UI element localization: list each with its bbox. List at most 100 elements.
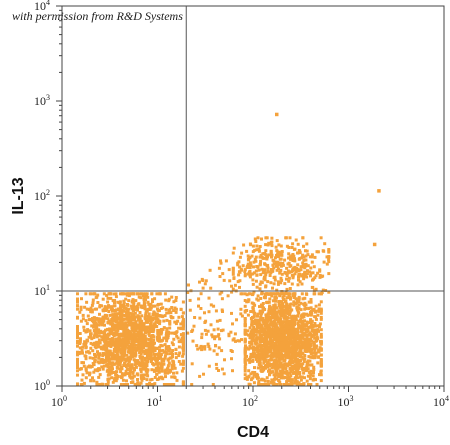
event-point [285, 370, 289, 373]
event-point [135, 304, 139, 308]
event-point [313, 322, 317, 325]
event-point [243, 292, 247, 296]
event-point [270, 362, 274, 366]
event-point [289, 302, 293, 306]
event-point [304, 258, 308, 262]
event-point [247, 374, 251, 378]
event-point [110, 353, 114, 357]
event-point [271, 331, 275, 335]
event-point [280, 250, 284, 254]
event-point [76, 344, 79, 348]
event-point [252, 314, 256, 318]
event-point [97, 334, 101, 338]
event-point [289, 323, 293, 327]
event-point [154, 359, 158, 363]
event-point [291, 276, 295, 280]
event-point [259, 368, 263, 372]
event-point [281, 263, 285, 267]
event-point [212, 304, 216, 308]
event-point [243, 361, 247, 364]
event-point [144, 366, 148, 370]
event-point [262, 327, 266, 331]
event-point [256, 298, 260, 302]
event-point [281, 349, 285, 353]
event-point [244, 362, 248, 366]
event-point [130, 292, 134, 296]
event-point [126, 317, 130, 320]
event-point [275, 339, 279, 343]
event-point [318, 273, 322, 277]
event-point [265, 336, 269, 340]
event-point [317, 355, 320, 359]
event-point [243, 274, 247, 278]
event-point [271, 339, 275, 343]
event-point [260, 343, 263, 347]
event-point [264, 358, 268, 362]
event-point [286, 309, 290, 313]
event-point [115, 319, 119, 323]
y-tick-label: 102 [34, 188, 50, 203]
event-point [112, 349, 116, 353]
event-point [133, 311, 137, 315]
event-point [231, 369, 234, 373]
event-point [312, 347, 316, 351]
event-point [295, 371, 299, 375]
event-point [165, 368, 169, 372]
event-point [284, 338, 288, 342]
event-point [269, 356, 273, 360]
event-point [239, 267, 243, 271]
event-point [99, 329, 103, 333]
event-point [248, 360, 252, 364]
event-point [82, 342, 86, 346]
event-point [144, 348, 148, 352]
event-point [117, 358, 121, 362]
event-point [264, 366, 268, 370]
event-point [107, 321, 111, 325]
event-point [231, 287, 235, 291]
event-point [105, 350, 109, 354]
event-point [127, 323, 131, 327]
event-point [177, 315, 181, 319]
event-point [270, 255, 273, 259]
event-point [243, 369, 247, 373]
event-point [164, 375, 167, 379]
event-point [122, 309, 126, 313]
event-point [304, 249, 307, 253]
event-point [291, 344, 295, 348]
event-point [265, 383, 269, 386]
event-point [256, 350, 260, 354]
event-point [122, 301, 126, 305]
event-point [135, 343, 139, 347]
event-point [130, 306, 134, 310]
event-point [143, 363, 146, 367]
event-point [273, 377, 276, 381]
event-point [305, 360, 309, 364]
event-point [126, 372, 130, 376]
event-point [141, 344, 144, 348]
event-point [90, 310, 94, 314]
event-point [138, 333, 142, 337]
event-point [174, 299, 178, 302]
event-point [251, 316, 254, 319]
event-point [243, 331, 247, 335]
event-point [146, 374, 150, 378]
event-point [98, 304, 102, 307]
event-point [270, 381, 274, 385]
event-point [296, 376, 300, 380]
event-point [162, 350, 166, 354]
event-point [150, 348, 153, 352]
event-point [118, 310, 122, 314]
event-point [297, 319, 301, 323]
event-point [278, 261, 282, 265]
event-point [87, 318, 91, 322]
event-point [307, 383, 310, 386]
event-point [136, 381, 140, 385]
event-point [163, 314, 167, 318]
event-point [287, 279, 291, 283]
event-point [269, 333, 273, 337]
event-point [308, 255, 312, 259]
event-point [102, 346, 106, 350]
event-point [272, 259, 276, 263]
event-point [273, 278, 277, 282]
event-point [272, 276, 276, 280]
